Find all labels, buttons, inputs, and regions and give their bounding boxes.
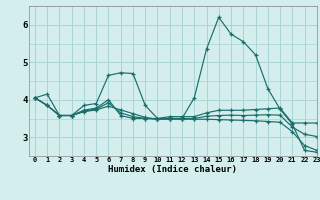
X-axis label: Humidex (Indice chaleur): Humidex (Indice chaleur) (108, 165, 237, 174)
